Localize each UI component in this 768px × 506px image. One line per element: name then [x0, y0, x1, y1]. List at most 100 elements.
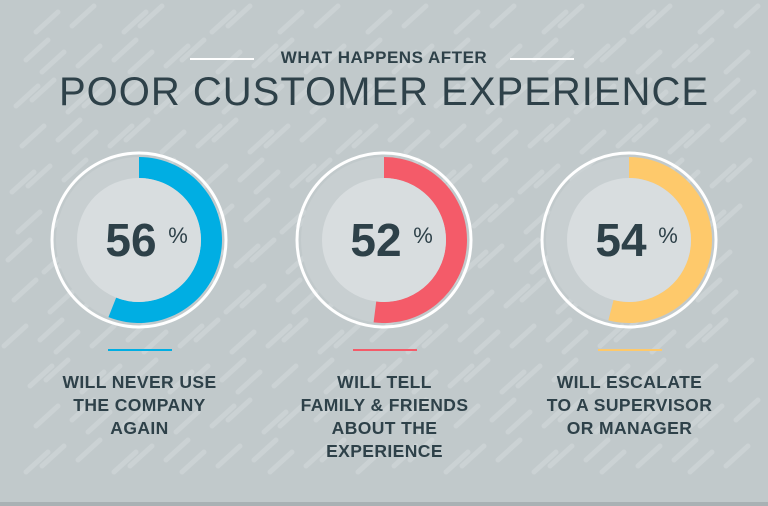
pattern-dash	[291, 289, 319, 315]
pattern-dash	[123, 117, 151, 143]
pattern-dash	[267, 449, 295, 475]
pattern-dash	[517, 169, 545, 195]
pattern-dash	[579, 129, 607, 155]
pattern-dash	[687, 37, 715, 63]
pattern-dash	[137, 3, 165, 29]
pattern-dash	[541, 403, 569, 429]
pattern-dash	[335, 129, 363, 155]
pattern-dash	[221, 89, 249, 115]
pattern-dash	[303, 49, 331, 75]
pattern-dash	[433, 83, 461, 109]
pattern-dash	[671, 43, 699, 69]
pattern-dash	[411, 369, 439, 395]
pattern-dash	[695, 277, 723, 303]
pattern-dash	[407, 43, 435, 69]
pattern-dash	[475, 117, 503, 143]
pattern-dash	[233, 243, 261, 269]
donut-outline	[295, 151, 473, 329]
pattern-dash	[319, 437, 347, 463]
pattern-dash	[33, 403, 61, 429]
pattern-dash	[47, 289, 75, 315]
pattern-dash	[293, 77, 321, 103]
pattern-dash	[719, 117, 747, 143]
stat-caption: WILL ESCALATE TO A SUPERVISOR OR MANAGER	[507, 340, 752, 440]
pattern-dash	[727, 357, 755, 383]
pattern-dash	[545, 317, 573, 343]
pattern-dash	[527, 123, 555, 149]
pattern-dash	[299, 117, 327, 143]
caption-line: FAMILY & FRIENDS	[300, 395, 469, 415]
pattern-dash	[223, 289, 251, 315]
pattern-dash	[5, 237, 33, 263]
pattern-dash	[681, 409, 709, 435]
pattern-dash	[583, 43, 611, 69]
bottom-strip	[0, 502, 768, 506]
pattern-dash	[615, 123, 643, 149]
caption-line: WILL TELL	[337, 372, 432, 392]
percent-sign: %	[413, 223, 433, 248]
pattern-dash	[319, 43, 347, 69]
pattern-dash	[267, 37, 295, 63]
stat-caption: WILL TELL FAMILY & FRIENDS ABOUT THE EXPERI…	[262, 340, 507, 463]
pattern-dash	[709, 163, 737, 189]
pattern-dash	[733, 397, 761, 423]
pattern-dash	[587, 369, 615, 395]
pattern-dash	[459, 49, 487, 75]
pattern-dash	[137, 397, 165, 423]
caption-line: OR MANAGER	[566, 418, 693, 438]
pattern-dash	[249, 237, 277, 263]
pattern-dash	[265, 323, 293, 349]
pattern-dash	[407, 437, 435, 463]
pattern-dash	[277, 403, 305, 429]
pattern-dash	[25, 163, 53, 189]
pattern-dash	[543, 117, 571, 143]
pattern-dash	[85, 409, 113, 435]
pattern-dash	[557, 397, 585, 423]
pattern-dash	[603, 363, 631, 389]
pattern-dash	[39, 443, 67, 469]
pattern-dash	[65, 89, 93, 115]
pattern-dash	[391, 49, 419, 75]
pattern-dash	[491, 129, 519, 155]
pattern-dash	[125, 317, 153, 343]
stat-caption: WILL NEVER USE THE COMPANY AGAIN	[17, 340, 262, 440]
pattern-dash	[397, 89, 425, 115]
pattern-dash	[163, 437, 191, 463]
pattern-dash	[513, 237, 541, 263]
pattern-dash	[275, 277, 303, 303]
pattern-dash	[635, 49, 663, 75]
pattern-dash	[443, 449, 471, 475]
pattern-dash	[599, 37, 627, 63]
caption-line: WILL NEVER USE	[62, 372, 217, 392]
pattern-dash	[355, 37, 383, 63]
pattern-dash	[313, 397, 341, 423]
caption-line: THE COMPANY	[73, 395, 206, 415]
pattern-dash	[459, 443, 487, 469]
pattern-dash	[557, 3, 585, 29]
pattern-dash	[583, 437, 611, 463]
caption-divider	[352, 349, 417, 351]
pattern-dash	[313, 3, 341, 29]
percent-sign: %	[658, 223, 678, 248]
pattern-dash	[211, 117, 239, 143]
pattern-dash	[697, 403, 725, 429]
pattern-dash	[541, 9, 569, 35]
pattern-dash	[89, 323, 117, 349]
pattern-dash	[401, 397, 429, 423]
pattern-dash	[387, 117, 415, 143]
pattern-dash	[671, 437, 699, 463]
pattern-dash	[489, 3, 517, 29]
pattern-dash	[487, 197, 515, 223]
pattern-dash	[225, 397, 253, 423]
pattern-dash	[173, 409, 201, 435]
pattern-dash	[667, 129, 695, 155]
pattern-dash	[713, 77, 741, 103]
pattern-dash	[127, 443, 155, 469]
pattern-dash	[305, 157, 333, 183]
pattern-dash	[471, 203, 499, 229]
pattern-dash	[639, 357, 667, 383]
caption-divider	[107, 349, 172, 351]
pattern-dash	[303, 443, 331, 469]
pattern-dash	[55, 117, 83, 143]
pattern-dash	[317, 329, 345, 355]
